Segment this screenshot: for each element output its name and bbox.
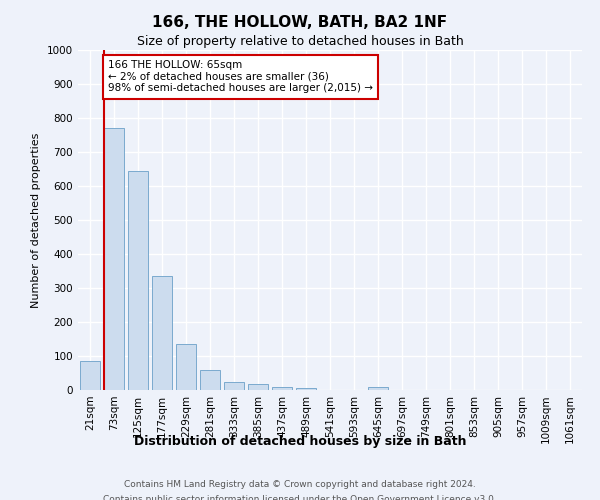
Bar (296, 388, 316, 390)
Text: Contains public sector information licensed under the Open Government Licence v3: Contains public sector information licen… (103, 495, 497, 500)
Bar (176, 344, 196, 390)
Text: 166 THE HOLLOW: 65sqm
← 2% of detached houses are smaller (36)
98% of semi-detac: 166 THE HOLLOW: 65sqm ← 2% of detached h… (108, 60, 373, 94)
Bar (272, 386, 292, 390)
Bar (104, 128, 124, 390)
Text: Size of property relative to detached houses in Bath: Size of property relative to detached ho… (137, 35, 463, 48)
Text: Distribution of detached houses by size in Bath: Distribution of detached houses by size … (134, 435, 466, 448)
Bar (200, 370, 220, 390)
Bar (128, 172, 148, 390)
Bar (224, 382, 244, 390)
Text: Contains HM Land Registry data © Crown copyright and database right 2024.: Contains HM Land Registry data © Crown c… (124, 480, 476, 489)
Text: 166, THE HOLLOW, BATH, BA2 1NF: 166, THE HOLLOW, BATH, BA2 1NF (152, 15, 448, 30)
Bar (368, 388, 388, 390)
Bar (80, 361, 100, 390)
Y-axis label: Number of detached properties: Number of detached properties (31, 132, 41, 308)
Bar (248, 384, 268, 390)
Bar (152, 276, 172, 390)
